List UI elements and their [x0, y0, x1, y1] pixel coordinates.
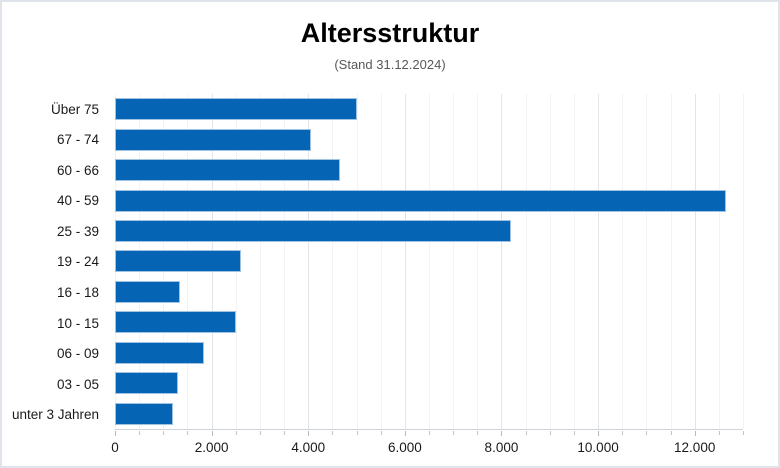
category-label: 60 - 66: [56, 162, 99, 178]
bar-row: [115, 338, 743, 368]
x-tick-mark: [187, 431, 189, 435]
bar: [115, 372, 178, 395]
bar-row: [115, 124, 743, 154]
bar-row: [115, 307, 743, 337]
x-tick-mark: [259, 431, 261, 435]
x-tick-label: 10.000: [577, 440, 619, 455]
x-tick-mark: [211, 431, 213, 436]
gridline: [404, 94, 406, 429]
category-label: Über 75: [50, 101, 99, 117]
x-tick-mark: [718, 431, 720, 435]
category-label: 10 - 15: [56, 315, 99, 331]
gridline: [694, 94, 696, 429]
x-tick-mark: [549, 431, 551, 435]
x-tick-label: 12.000: [674, 440, 716, 455]
gridline: [477, 94, 479, 429]
x-tick-mark: [598, 431, 600, 436]
bar: [115, 189, 727, 212]
x-tick-mark: [308, 431, 310, 436]
bar: [115, 159, 340, 182]
category-label: 25 - 39: [56, 223, 99, 239]
category-label: unter 3 Jahren: [11, 407, 99, 423]
x-tick-mark: [356, 431, 358, 435]
bar-row: [115, 155, 743, 185]
gridline: [332, 94, 334, 429]
x-tick-label: 8.000: [484, 440, 519, 455]
x-tick-mark: [573, 431, 575, 435]
bar-row: [115, 277, 743, 307]
bar-row: [115, 216, 743, 246]
bar: [115, 128, 311, 151]
x-tick-label: 6.000: [387, 440, 422, 455]
x-tick-mark: [404, 431, 406, 436]
gridline: [284, 94, 286, 429]
bar-row: [115, 185, 743, 215]
bar-row: [115, 246, 743, 276]
category-label: 40 - 59: [56, 193, 99, 209]
x-tick-mark: [477, 431, 479, 435]
x-tick-label: 2.000: [194, 440, 229, 455]
x-tick-mark: [694, 431, 696, 436]
gridline: [598, 94, 600, 429]
gridline: [743, 94, 744, 429]
gridline: [525, 94, 527, 429]
gridline: [573, 94, 575, 429]
gridline: [380, 94, 382, 429]
gridline: [622, 94, 624, 429]
gridline: [501, 94, 503, 429]
x-tick-mark: [525, 431, 527, 435]
category-label: 06 - 09: [56, 346, 99, 362]
gridline: [718, 94, 720, 429]
x-tick-mark: [453, 431, 455, 435]
category-label: 03 - 05: [56, 376, 99, 392]
x-tick-mark: [646, 431, 648, 435]
bar: [115, 341, 205, 364]
gridline: [259, 94, 261, 429]
gridline: [308, 94, 310, 429]
x-tick-mark: [743, 431, 744, 435]
x-tick-mark: [284, 431, 286, 435]
x-tick-mark: [332, 431, 334, 435]
bar: [115, 98, 357, 121]
x-tick-mark: [163, 431, 165, 435]
category-label: 16 - 18: [56, 285, 99, 301]
category-axis: Über 75 67 - 74 60 - 66 40 - 59 25 - 39 19 - …: [2, 94, 108, 430]
x-tick-mark: [501, 431, 503, 436]
chart-title: Altersstruktur: [300, 18, 480, 48]
bar: [115, 402, 173, 425]
x-tick-mark: [622, 431, 624, 435]
x-tick-label: 0: [111, 440, 119, 455]
x-tick-mark: [670, 431, 672, 435]
bar-row: [115, 94, 743, 124]
x-tick-mark: [429, 431, 430, 435]
bar: [115, 311, 236, 334]
bar: [115, 220, 512, 243]
x-tick-mark: [235, 431, 237, 435]
x-tick-mark: [115, 431, 116, 436]
bar: [115, 280, 181, 303]
bar-row: [115, 399, 743, 429]
gridline: [549, 94, 551, 429]
category-label: 67 - 74: [56, 132, 99, 148]
gridline: [356, 94, 358, 429]
x-tick-mark: [380, 431, 382, 435]
x-tick-mark: [139, 431, 141, 435]
gridline: [429, 94, 430, 429]
gridline: [453, 94, 455, 429]
bar: [115, 250, 241, 273]
value-axis: 0 2.000 4.000 6.000 8.000 10.000 12.000: [111, 431, 744, 463]
plot-area: [115, 94, 744, 430]
gridline: [670, 94, 672, 429]
category-label: 19 - 24: [56, 254, 99, 270]
x-tick-label: 4.000: [291, 440, 326, 455]
chart-subtitle: (Stand 31.12.2024): [334, 57, 446, 72]
bar-row: [115, 368, 743, 398]
gridline: [646, 94, 648, 429]
